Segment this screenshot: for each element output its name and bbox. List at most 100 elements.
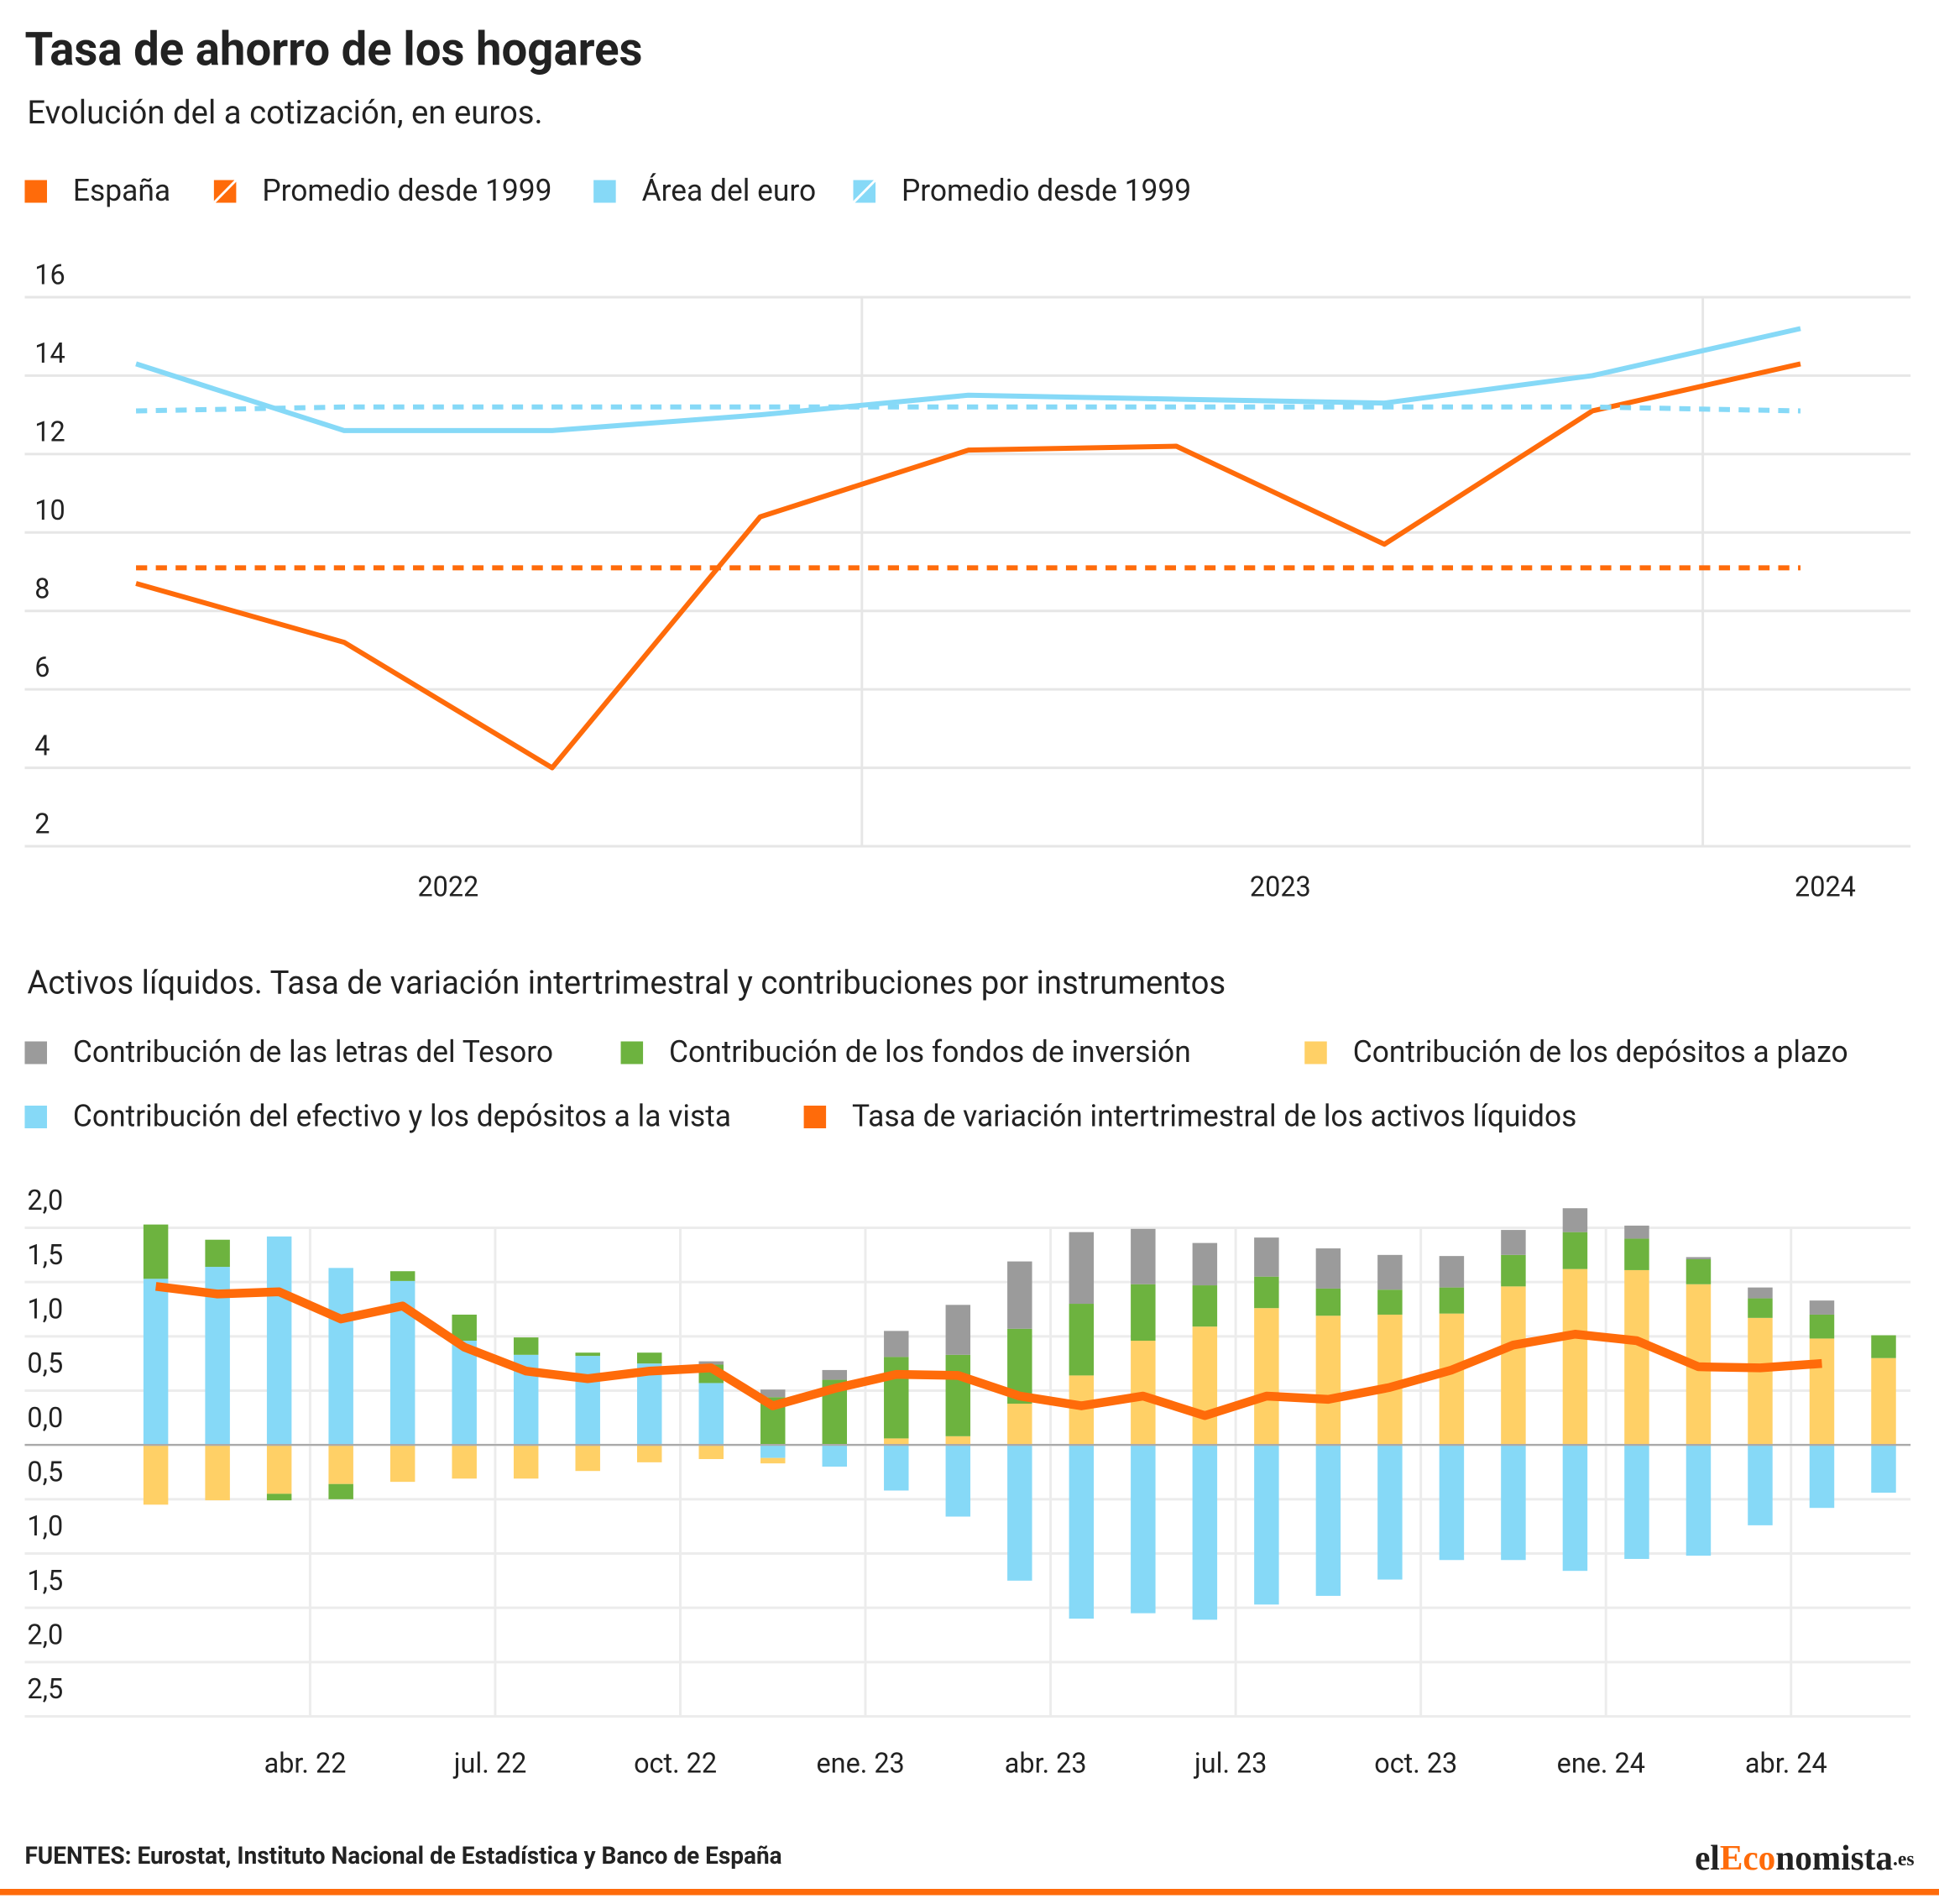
legend-swatch [24, 180, 47, 203]
x-tick-label: 2022 [417, 871, 478, 902]
y-tick-label: 10 [34, 494, 65, 526]
bar-segment [513, 1445, 539, 1479]
bar-segment [328, 1483, 353, 1499]
y-tick-label: 6 [34, 651, 50, 683]
bar-segment [1131, 1228, 1156, 1284]
y-tick-label: 2,0 [27, 1185, 63, 1216]
bar-segment [637, 1352, 662, 1364]
bar-segment [698, 1361, 724, 1365]
bar-segment [1069, 1304, 1095, 1376]
bar-segment [1809, 1314, 1835, 1339]
bar-segment [760, 1445, 786, 1458]
logo-part: .es [1893, 1849, 1915, 1870]
legend-swatch [24, 1106, 47, 1128]
bar-segment [1007, 1404, 1032, 1446]
y-tick-label: 1,5 [27, 1239, 63, 1271]
bar-segment [1315, 1248, 1341, 1289]
bar-segment [1624, 1445, 1649, 1559]
x-tick-label: abr. 22 [264, 1747, 347, 1779]
x-tick-label: 2023 [1250, 871, 1311, 902]
logo-part: el [1695, 1839, 1720, 1877]
legend-label: Contribución del efectivo y los depósito… [73, 1098, 731, 1133]
bar-segment [1624, 1269, 1649, 1446]
bar-segment [1562, 1232, 1588, 1269]
bar-segment [1377, 1314, 1403, 1446]
y-tick-label: 1,5 [27, 1565, 63, 1597]
bar-segment [1501, 1286, 1526, 1446]
bar-segment [1439, 1445, 1465, 1561]
bar-segment [1748, 1287, 1773, 1299]
bar-segment [143, 1224, 169, 1279]
bar-segment [1624, 1238, 1649, 1270]
y-tick-label: 0,5 [27, 1347, 63, 1379]
bar-segment [637, 1363, 662, 1446]
bar-segment [945, 1305, 971, 1355]
bar-segment [328, 1268, 353, 1446]
bar-segment [1748, 1298, 1773, 1318]
legend-label: Promedio desde 1999 [262, 173, 551, 208]
bar-segment [1809, 1445, 1835, 1509]
legend-swatch-stroke [212, 179, 238, 204]
bar-segment [1254, 1276, 1279, 1309]
x-tick-label: jul. 23 [1193, 1747, 1267, 1779]
bar-segment [884, 1357, 909, 1439]
x-tick-label: jul. 22 [452, 1747, 526, 1779]
bar-segment [698, 1383, 724, 1446]
legend-label: Promedio desde 1999 [902, 173, 1191, 208]
source: FUENTES: Eurostat, Instituto Nacional de… [24, 1842, 781, 1870]
legend-label: Contribución de las letras del Tesoro [73, 1034, 553, 1070]
bar-segment [1562, 1268, 1588, 1446]
legend-label: Tasa de variación intertrimestral de los… [852, 1098, 1576, 1133]
bar-segment [760, 1457, 786, 1464]
bar-segment [575, 1356, 600, 1446]
legend-label: España [73, 173, 170, 208]
logo: elEconomista.es [1695, 1839, 1914, 1877]
bar-segment [1871, 1335, 1896, 1358]
bar-segment [1501, 1445, 1526, 1561]
bar-segment [266, 1445, 292, 1494]
legend-swatch [620, 1041, 644, 1064]
bar-segment [328, 1445, 353, 1484]
bar-segment [945, 1445, 971, 1517]
legend-swatch [1304, 1041, 1327, 1064]
bar-segment [1192, 1285, 1218, 1327]
bar-segment [1809, 1338, 1835, 1446]
chart-title: Tasa de ahorro de los hogares [24, 23, 642, 77]
bar-segment [884, 1438, 909, 1446]
bar-segment [1439, 1313, 1465, 1446]
bar-segment [1748, 1445, 1773, 1525]
bar-segment [1254, 1237, 1279, 1277]
bar-segment [1377, 1445, 1403, 1580]
bar-segment [822, 1445, 848, 1467]
bar-segment [1254, 1308, 1279, 1446]
bar-segment [266, 1236, 292, 1446]
bar-segment [1624, 1225, 1649, 1239]
line [135, 361, 1801, 771]
bar-segment [698, 1445, 724, 1459]
line [155, 1282, 1822, 1420]
y-tick-label: 1,0 [27, 1293, 63, 1325]
bar-segment [945, 1436, 971, 1446]
bottom-rule [0, 1889, 1939, 1896]
bar-segment [143, 1279, 169, 1446]
y-tick-label: 16 [34, 259, 65, 290]
x-tick-label: oct. 23 [1374, 1747, 1457, 1779]
bar-segment [1069, 1445, 1095, 1619]
chart-subtitle: Evolución del a cotización, en euros. [27, 93, 542, 131]
bar-segment [1377, 1289, 1403, 1315]
y-tick-label: 2,5 [27, 1673, 63, 1705]
bar-segment [1192, 1242, 1218, 1286]
bar-segment [452, 1341, 477, 1446]
y-tick-label: 2 [34, 808, 50, 840]
bar-segment [1377, 1254, 1403, 1290]
bar-segment [1192, 1326, 1218, 1446]
y-tick-label: 4 [34, 730, 50, 761]
y-tick-label: 14 [34, 337, 65, 369]
bar-segment [513, 1337, 539, 1355]
bar-segment [452, 1314, 477, 1342]
line [135, 404, 1801, 414]
legend-swatch [593, 180, 616, 203]
bar-segment [1007, 1445, 1032, 1581]
